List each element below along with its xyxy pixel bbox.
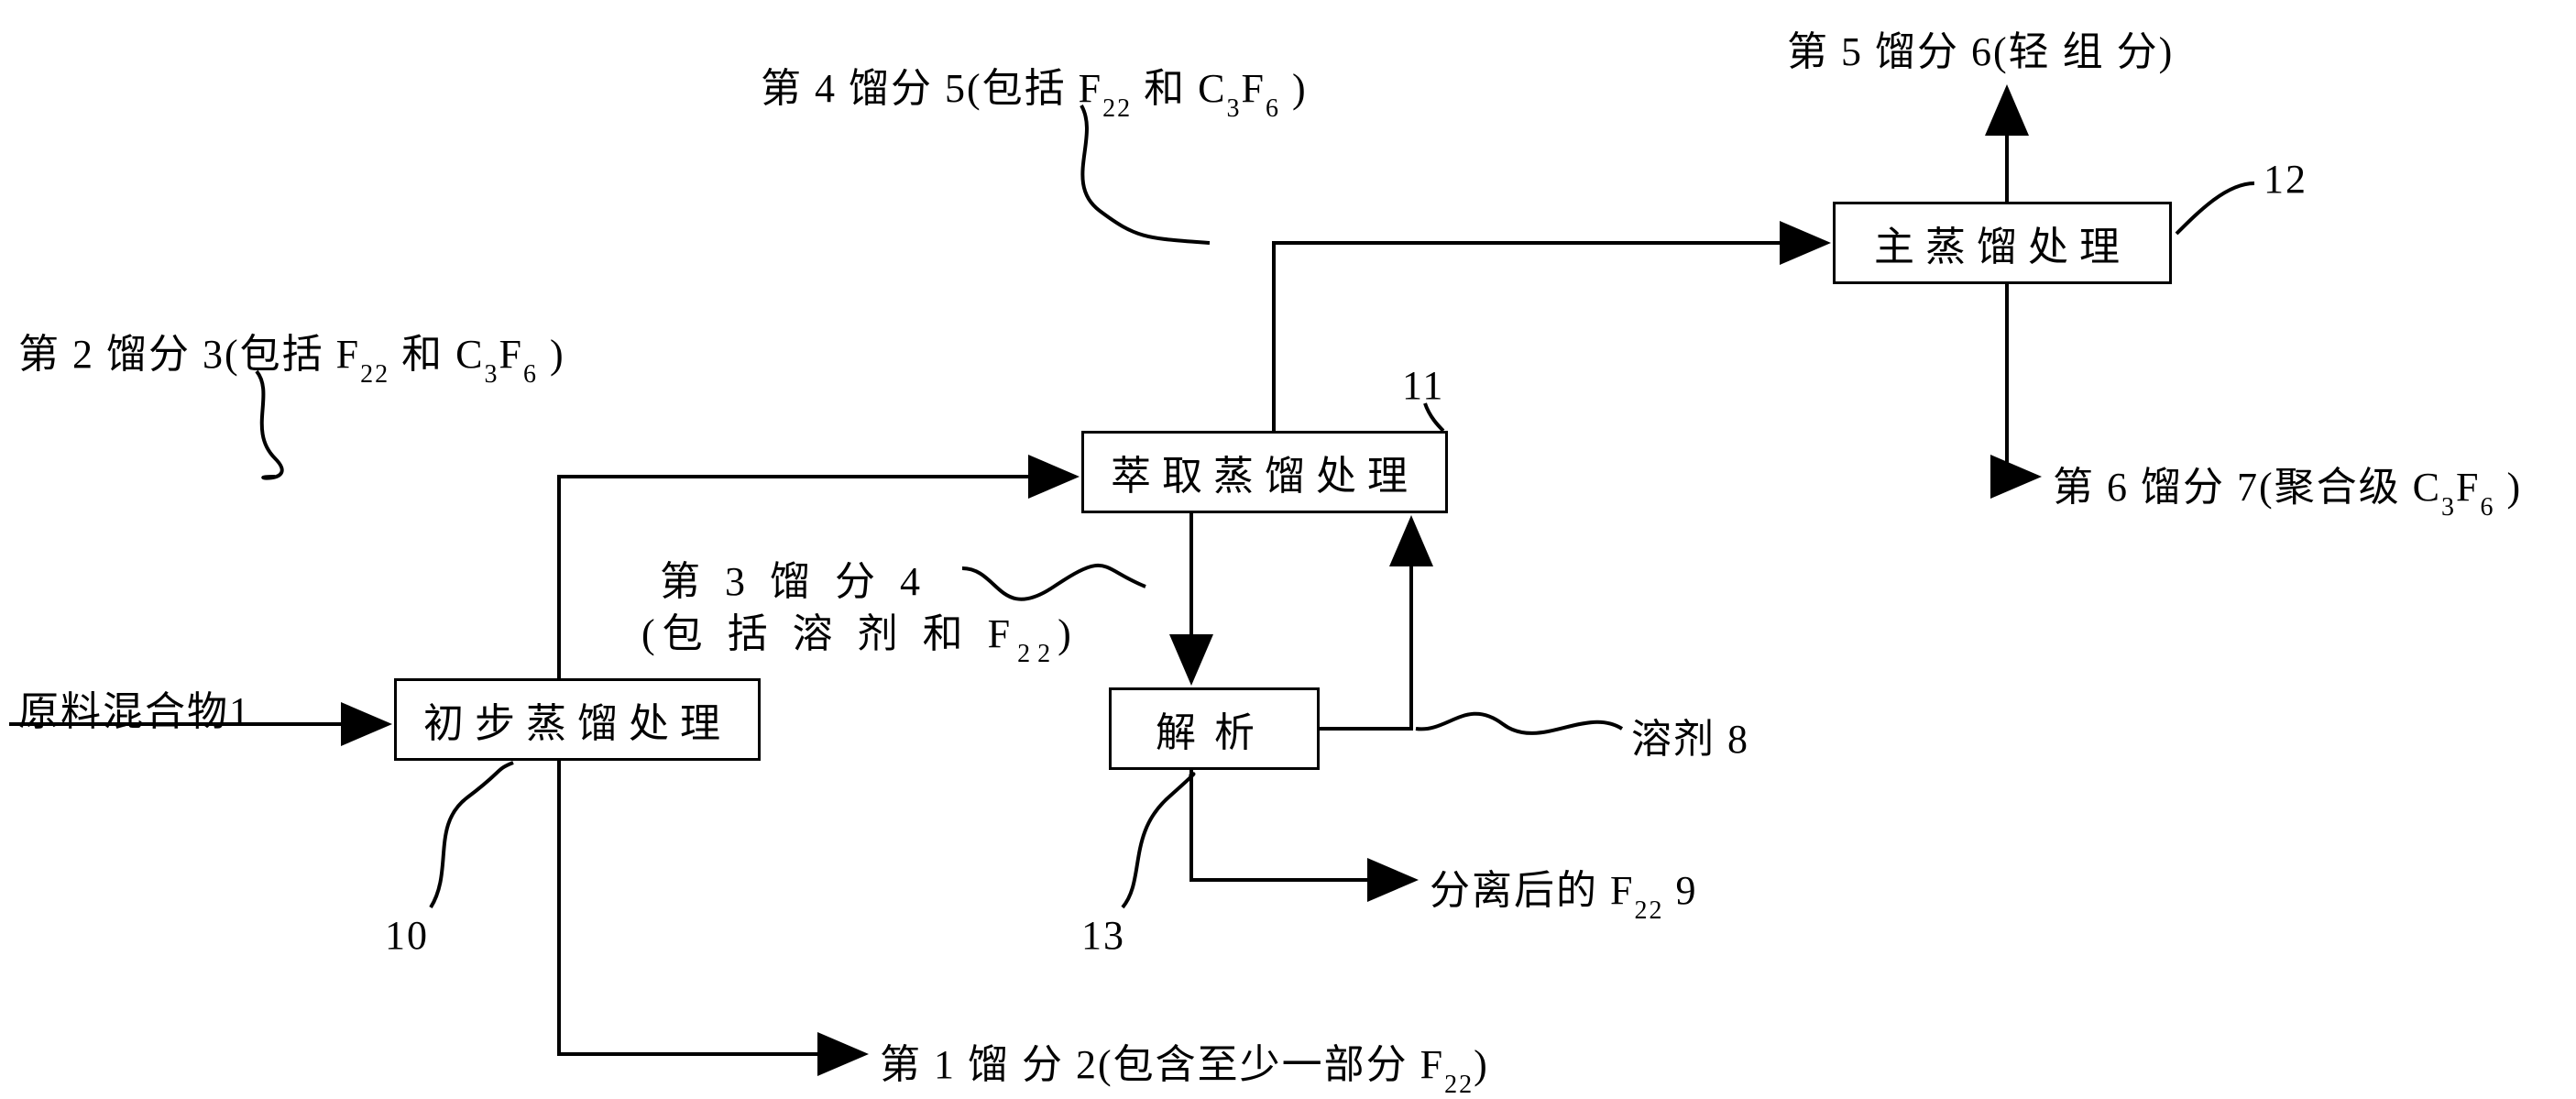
- ref-11-label: 11: [1402, 362, 1444, 409]
- ref-13-label: 13: [1081, 912, 1125, 959]
- separated-f22-label: 分离后的 F22 9: [1430, 857, 1697, 920]
- ref-10-label: 10: [385, 912, 429, 959]
- fraction-3-label-line1: 第 3 馏 分 4: [660, 548, 927, 607]
- feed-label: 原料混合物1: [18, 678, 251, 737]
- fraction-2-label: 第 2 馏分 3(包括 F22 和 C3F6 ): [18, 321, 565, 384]
- preliminary-distillation-box: 初步蒸馏处理: [394, 678, 761, 761]
- extractive-distillation-box: 萃取蒸馏处理: [1081, 431, 1448, 513]
- fraction-6-label: 第 6 馏分 7(聚合级 C3F6 ): [2053, 454, 2522, 517]
- ref-12-label: 12: [2264, 156, 2307, 203]
- desorption-box: 解析: [1109, 687, 1320, 770]
- main-distillation-box: 主蒸馏处理: [1833, 202, 2172, 284]
- fraction-1-label: 第 1 馏 分 2(包含至少一部分 F22): [880, 1031, 1489, 1094]
- fraction-5-label: 第 5 馏分 6(轻 组 分): [1787, 18, 2174, 77]
- fraction-4-label: 第 4 馏分 5(包括 F22 和 C3F6 ): [761, 55, 1308, 118]
- solvent-label: 溶剂 8: [1631, 706, 1749, 764]
- fraction-3-label-line2: (包 括 溶 剂 和 F22): [641, 600, 1079, 664]
